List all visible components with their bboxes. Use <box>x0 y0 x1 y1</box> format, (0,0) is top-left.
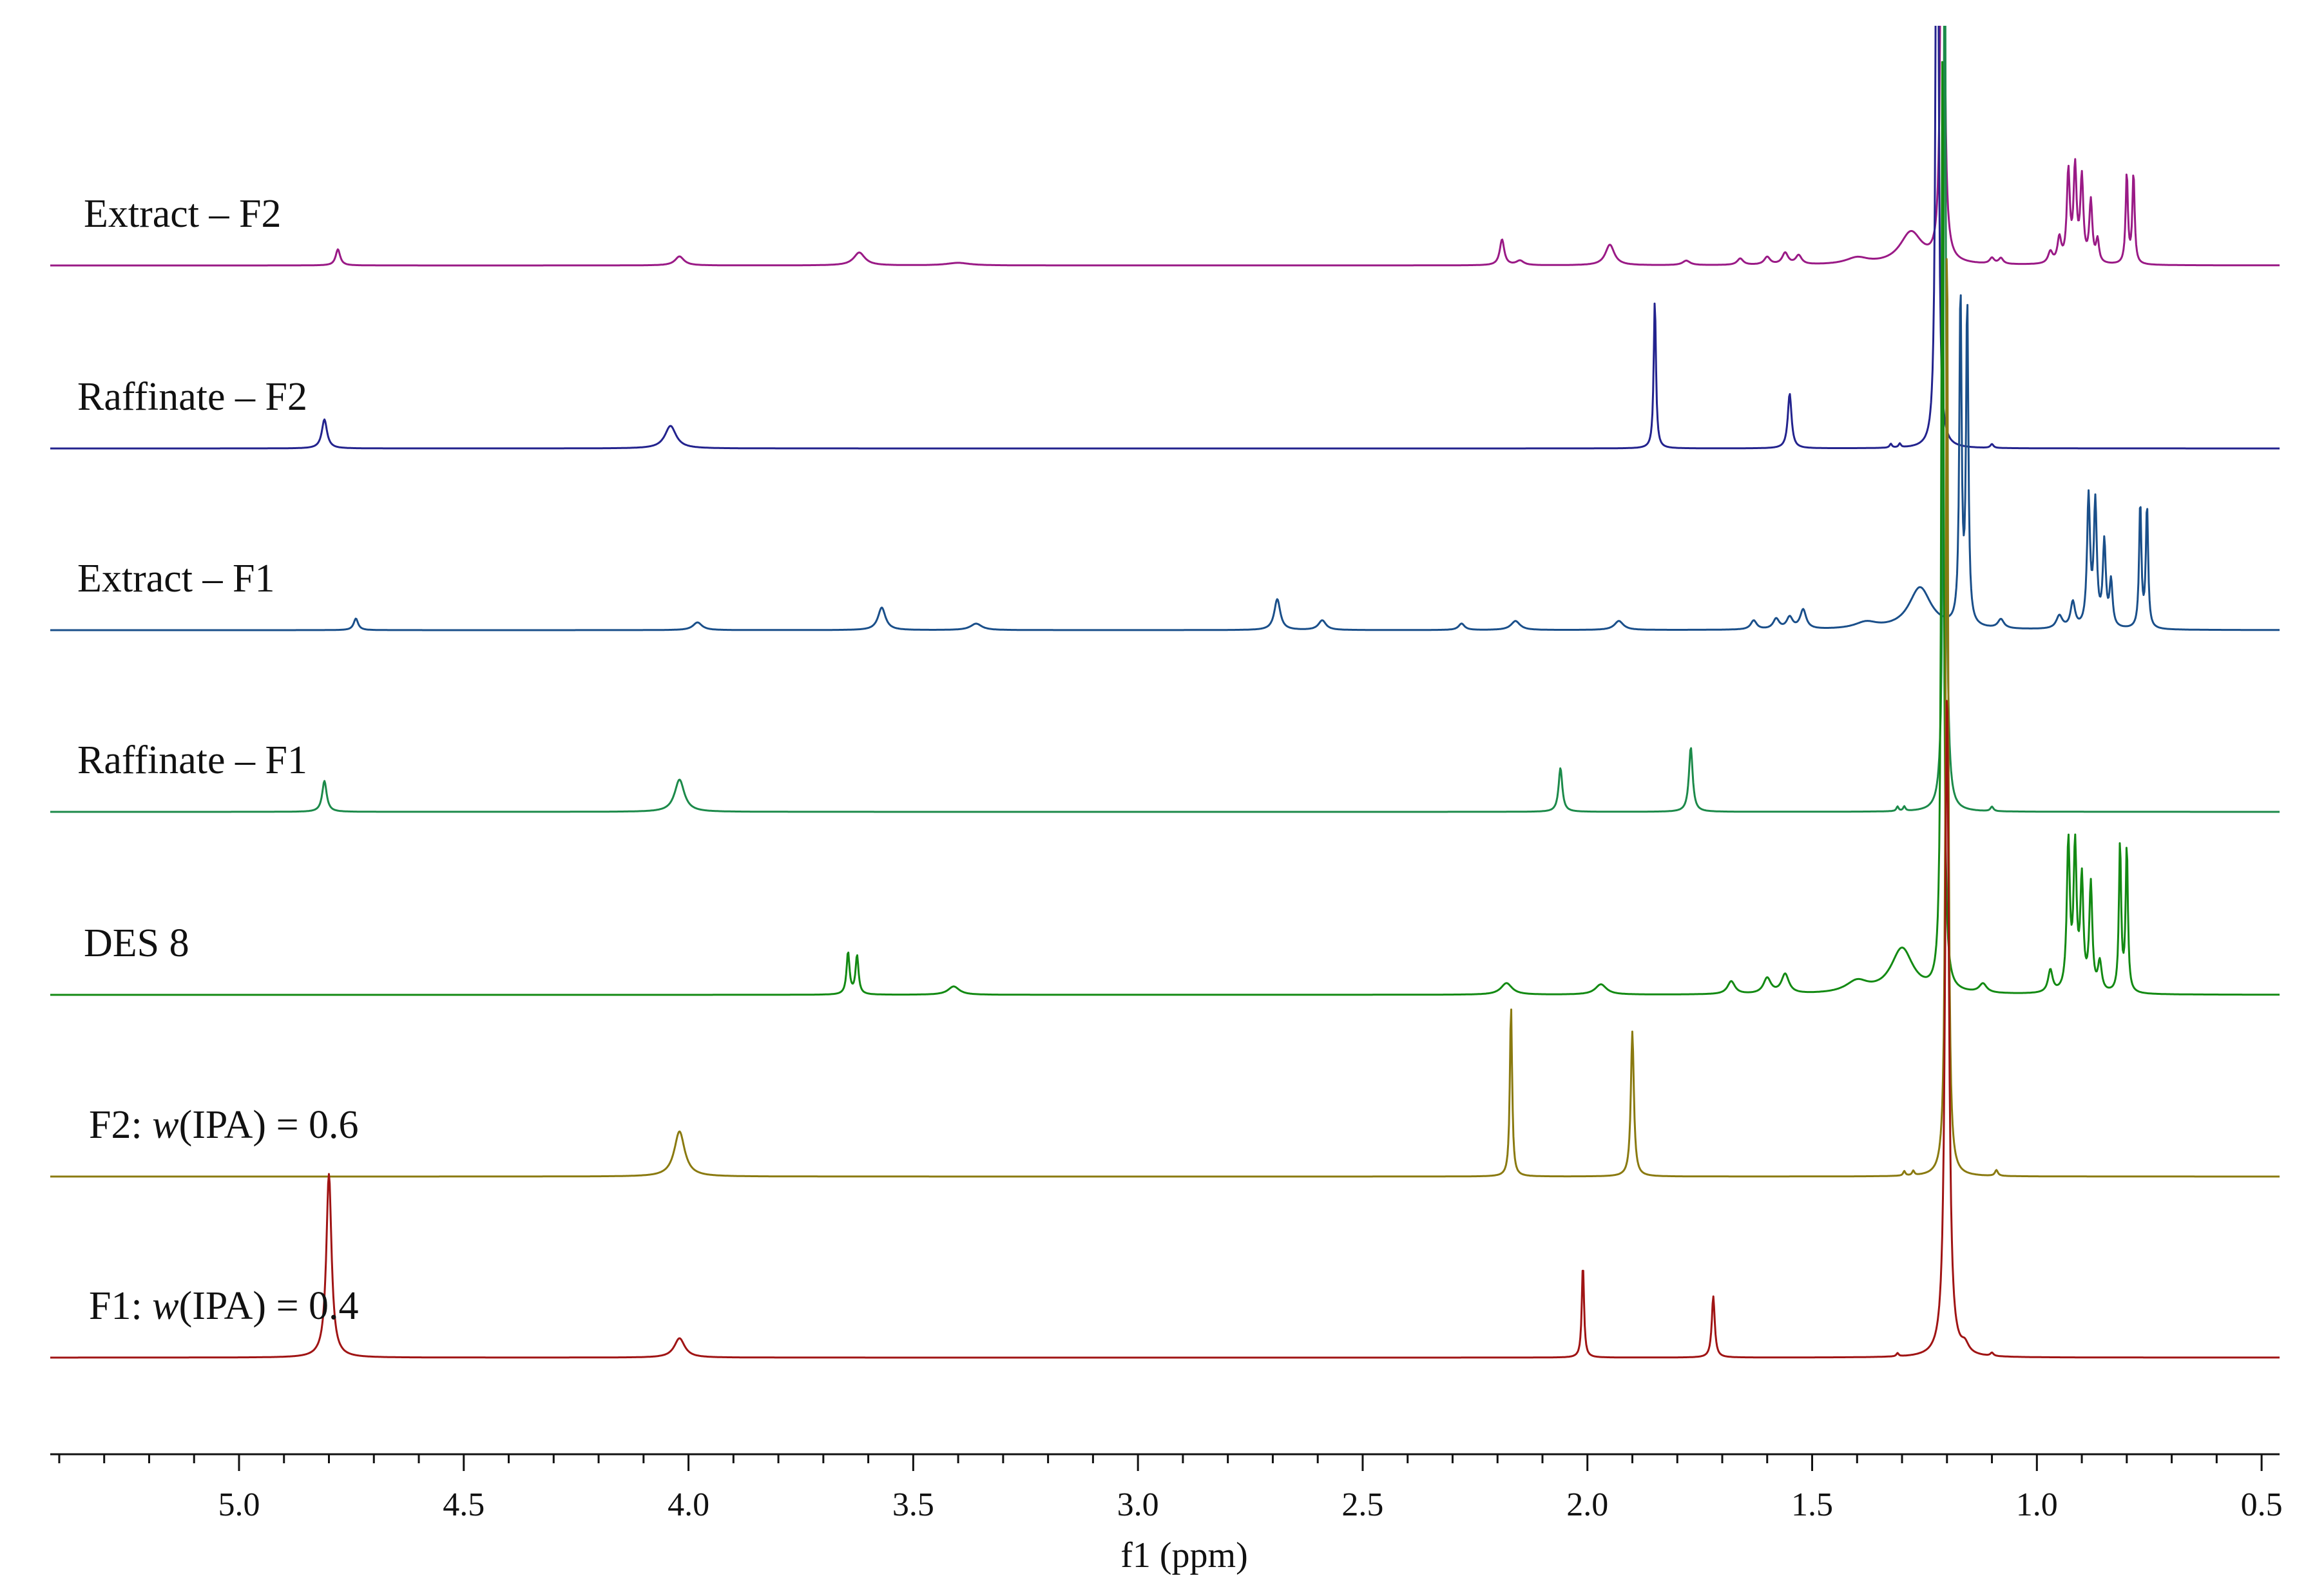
x-tick-label: 0.5 <box>2241 1486 2283 1523</box>
x-tick-label: 4.0 <box>668 1486 709 1523</box>
x-tick-label: 4.5 <box>443 1486 485 1523</box>
series-label-5: DES 8 <box>84 921 189 965</box>
x-tick-label: 5.0 <box>218 1486 260 1523</box>
x-tick-label: 1.0 <box>2016 1486 2058 1523</box>
series-label-6: F2: w(IPA) = 0.6 <box>89 1103 359 1147</box>
spectrum-trace-1 <box>50 26 2280 267</box>
x-tick-label: 2.0 <box>1566 1486 1608 1523</box>
x-tick-label: 2.5 <box>1341 1486 1383 1523</box>
x-tick-label: 3.5 <box>892 1486 934 1523</box>
spectrum-trace-6 <box>50 258 2280 1178</box>
series-labels: Extract – F2 Raffinate – F2 Extract – F1 Ra… <box>77 192 359 1328</box>
x-tick-label: 1.5 <box>1791 1486 1833 1523</box>
series-label-4: Raffinate – F1 <box>77 738 307 782</box>
x-axis-title: f1 (ppm) <box>1120 1535 1248 1575</box>
series-label-7: F1: w(IPA) = 0.4 <box>89 1284 359 1328</box>
x-axis: 5.0 4.5 4.0 3.5 3.0 2.5 2.0 1.5 1.0 0.5 f1 (ppm) <box>50 1453 2283 1575</box>
spectrum-trace-3 <box>50 294 2280 631</box>
series-label-2: Raffinate – F2 <box>77 375 307 419</box>
series-label-1: Extract – F2 <box>84 192 282 236</box>
x-tick-label: 3.0 <box>1117 1486 1159 1523</box>
x-axis-ticks: 5.0 4.5 4.0 3.5 3.0 2.5 2.0 1.5 1.0 0.5 <box>58 1454 2283 1523</box>
spectrum-trace-2 <box>50 26 2280 450</box>
spectrum-trace-5 <box>50 61 2280 996</box>
spectrum-trace-7 <box>50 700 2280 1359</box>
spectra-traces <box>50 26 2280 1359</box>
series-label-3: Extract – F1 <box>77 557 275 601</box>
spectrum-trace-4 <box>50 26 2280 813</box>
